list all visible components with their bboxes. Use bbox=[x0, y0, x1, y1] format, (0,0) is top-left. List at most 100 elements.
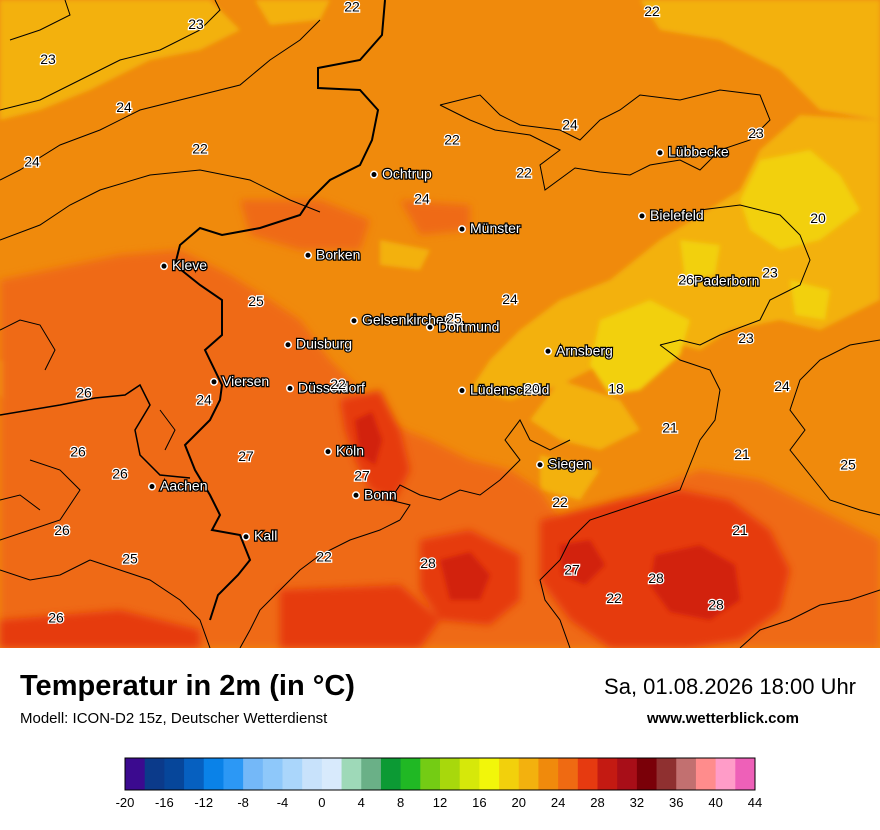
scale-color-box bbox=[341, 758, 362, 790]
temperature-field bbox=[0, 0, 880, 648]
scale-tick-label: -4 bbox=[277, 795, 289, 810]
scale-frame bbox=[124, 757, 756, 791]
website-link[interactable]: www.wetterblick.com bbox=[647, 710, 799, 727]
temperature-label: 22 bbox=[316, 548, 332, 564]
temperature-label: 20 bbox=[524, 380, 540, 396]
city-marker: Kleve bbox=[160, 256, 208, 274]
temperature-label: 18 bbox=[608, 380, 624, 396]
temperature-label: 22 bbox=[644, 3, 660, 19]
scale-tick-label: 32 bbox=[630, 795, 644, 810]
city-marker: Ochtrup bbox=[370, 164, 433, 183]
scale-color-box bbox=[223, 758, 244, 790]
city-label: Siegen bbox=[548, 456, 592, 472]
map-title: Temperatur in 2m (in °C) bbox=[20, 670, 355, 702]
city-dot bbox=[287, 385, 293, 391]
city-marker: Köln bbox=[324, 441, 365, 460]
city-dot bbox=[537, 462, 543, 468]
city-label: Paderborn bbox=[694, 272, 759, 288]
temperature-label: 23 bbox=[762, 265, 778, 281]
city-dot bbox=[211, 379, 217, 385]
temperature-label: 22 bbox=[606, 590, 622, 606]
scale-color-box bbox=[400, 758, 421, 790]
scale-color-box bbox=[499, 758, 520, 790]
temperature-label: 23 bbox=[748, 125, 764, 141]
scale-color-box bbox=[125, 758, 146, 790]
city-dot bbox=[657, 150, 663, 156]
scale-tick-label: 16 bbox=[472, 795, 486, 810]
scale-color-box bbox=[380, 758, 402, 790]
scale-color-box bbox=[302, 758, 323, 790]
scale-color-box bbox=[262, 758, 283, 790]
scale-color-box bbox=[459, 758, 480, 790]
city-dot bbox=[427, 324, 433, 330]
temperature-label: 26 bbox=[112, 465, 128, 481]
city-dot bbox=[285, 342, 291, 348]
city-label: Dortmund bbox=[438, 318, 499, 334]
scale-color-box bbox=[558, 758, 579, 790]
scale-tick-label: 4 bbox=[358, 795, 365, 810]
city-dot bbox=[305, 252, 311, 258]
temperature-label: 21 bbox=[662, 420, 678, 436]
forecast-datetime: Sa, 01.08.2026 18:00 Uhr bbox=[604, 674, 856, 699]
scale-color-box bbox=[164, 758, 185, 790]
scale-color-box bbox=[321, 758, 343, 790]
temperature-label: 23 bbox=[188, 16, 204, 32]
temperature-label: 22 bbox=[444, 132, 460, 148]
scale-tick-label: -12 bbox=[194, 795, 213, 810]
city-label: Arnsberg bbox=[556, 342, 613, 358]
temperature-label: 24 bbox=[774, 378, 790, 394]
scale-color-box bbox=[715, 758, 736, 790]
temperature-label: 28 bbox=[420, 555, 436, 571]
temperature-label: 26 bbox=[76, 385, 92, 401]
city-marker: Düsseldorf bbox=[286, 378, 366, 397]
temperature-label: 23 bbox=[40, 51, 56, 67]
temperature-label: 24 bbox=[502, 291, 518, 307]
temperature-label: 22 bbox=[192, 140, 208, 156]
city-label: Köln bbox=[336, 443, 364, 459]
scale-color-box bbox=[636, 758, 658, 790]
city-dot bbox=[149, 484, 155, 490]
temperature-label: 24 bbox=[196, 391, 212, 407]
city-label: Lüdenscheid bbox=[470, 382, 549, 398]
scale-tick-label: 28 bbox=[590, 795, 604, 810]
scale-color-box bbox=[479, 758, 500, 790]
scale-tick-label: -8 bbox=[237, 795, 249, 810]
scale-color-box bbox=[518, 758, 539, 790]
scale-color-box bbox=[676, 758, 697, 790]
temperature-map: Ochtrup Lübbecke Bielefeld Münster Borken Kle… bbox=[0, 0, 880, 648]
city-dot bbox=[351, 318, 357, 324]
model-info: Modell: ICON-D2 15z, Deutscher Wetterdie… bbox=[20, 710, 328, 727]
city-label: Kleve bbox=[172, 257, 207, 273]
scale-color-box bbox=[440, 758, 461, 790]
city-marker: Gelsenkirchen bbox=[350, 311, 453, 329]
city-dot bbox=[639, 213, 645, 219]
temperature-label: 22 bbox=[552, 494, 568, 510]
scale-tick-label: -16 bbox=[155, 795, 174, 810]
city-marker: Lüdenscheid bbox=[458, 380, 551, 399]
scale-color-box bbox=[243, 758, 264, 790]
city-dot bbox=[459, 226, 465, 232]
scale-tick-label: 0 bbox=[318, 795, 325, 810]
scale-color-box bbox=[577, 758, 598, 790]
scale-color-box bbox=[184, 758, 205, 790]
city-marker: Paderborn bbox=[682, 271, 761, 290]
city-marker: Münster bbox=[458, 219, 522, 237]
city-dot bbox=[243, 534, 249, 540]
scale-color-box bbox=[203, 758, 224, 790]
city-marker: Arnsberg bbox=[544, 341, 614, 359]
temperature-label: 22 bbox=[516, 164, 532, 180]
scale-color-box bbox=[420, 758, 441, 790]
city-label: Duisburg bbox=[296, 336, 352, 352]
scale-color-box bbox=[617, 758, 638, 790]
temperature-label: 25 bbox=[122, 551, 138, 567]
temperature-label: 22 bbox=[330, 376, 346, 392]
temperature-label: 20 bbox=[810, 210, 826, 226]
temperature-label: 28 bbox=[648, 570, 664, 586]
scale-color-box bbox=[361, 758, 382, 790]
scale-tick-label: 12 bbox=[433, 795, 447, 810]
city-label: Viersen bbox=[222, 373, 269, 389]
scale-color-box bbox=[656, 758, 677, 790]
scale-tick-label: -20 bbox=[116, 795, 135, 810]
temperature-labels-layer: 22 22 23 23 24 22 22 24 23 24 22 24 20 23 26 25 24 25 23 24… bbox=[23, 0, 857, 627]
city-dot bbox=[371, 172, 377, 178]
